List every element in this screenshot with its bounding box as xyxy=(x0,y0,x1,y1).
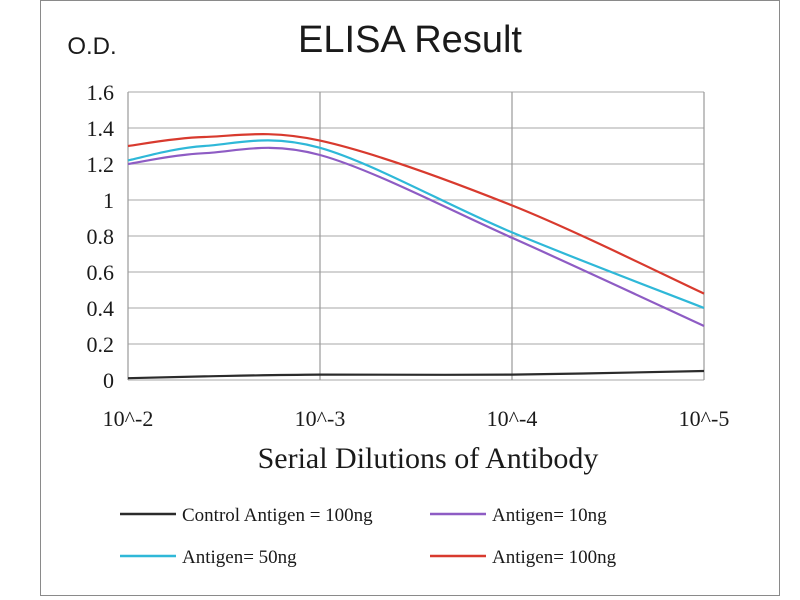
series-line xyxy=(127,369,705,380)
y-tick-label: 0.2 xyxy=(87,332,115,357)
x-tick-label: 10^-2 xyxy=(103,406,154,431)
legend-label: Antigen= 10ng xyxy=(492,505,607,526)
series-line xyxy=(127,139,705,310)
legend-label: Control Antigen = 100ng xyxy=(182,505,373,526)
y-axis-label: O.D. xyxy=(67,33,116,60)
legend-label: Antigen= 100ng xyxy=(492,547,617,568)
chart-title: ELISA Result xyxy=(298,19,522,61)
y-tick-label: 1 xyxy=(103,188,114,213)
y-tick-label: 1.2 xyxy=(87,152,115,177)
chart-frame xyxy=(40,0,780,596)
legend-label: Antigen= 50ng xyxy=(182,547,297,568)
y-tick-label: 0.4 xyxy=(87,296,115,321)
series-line xyxy=(127,146,705,327)
series-line xyxy=(127,133,705,295)
x-axis-label: Serial Dilutions of Antibody xyxy=(258,442,599,475)
tick-labels: 0 0.2 0.4 0.6 0.8 1 1.2 1.4 1.6 10^-2 10^-3 10^-4 10… xyxy=(87,80,730,431)
x-tick-label: 10^-4 xyxy=(487,406,538,431)
x-tick-label: 10^-3 xyxy=(295,406,346,431)
x-tick-label: 10^-5 xyxy=(679,406,730,431)
grid xyxy=(127,91,705,381)
series-lines xyxy=(127,133,705,380)
y-tick-label: 0.8 xyxy=(87,224,115,249)
y-tick-label: 1.4 xyxy=(87,116,115,141)
y-tick-label: 1.6 xyxy=(87,80,115,105)
legend: Control Antigen = 100ng Antigen= 10ng Anti… xyxy=(120,505,617,568)
y-tick-label: 0.6 xyxy=(87,260,115,285)
y-tick-label: 0 xyxy=(103,368,114,393)
